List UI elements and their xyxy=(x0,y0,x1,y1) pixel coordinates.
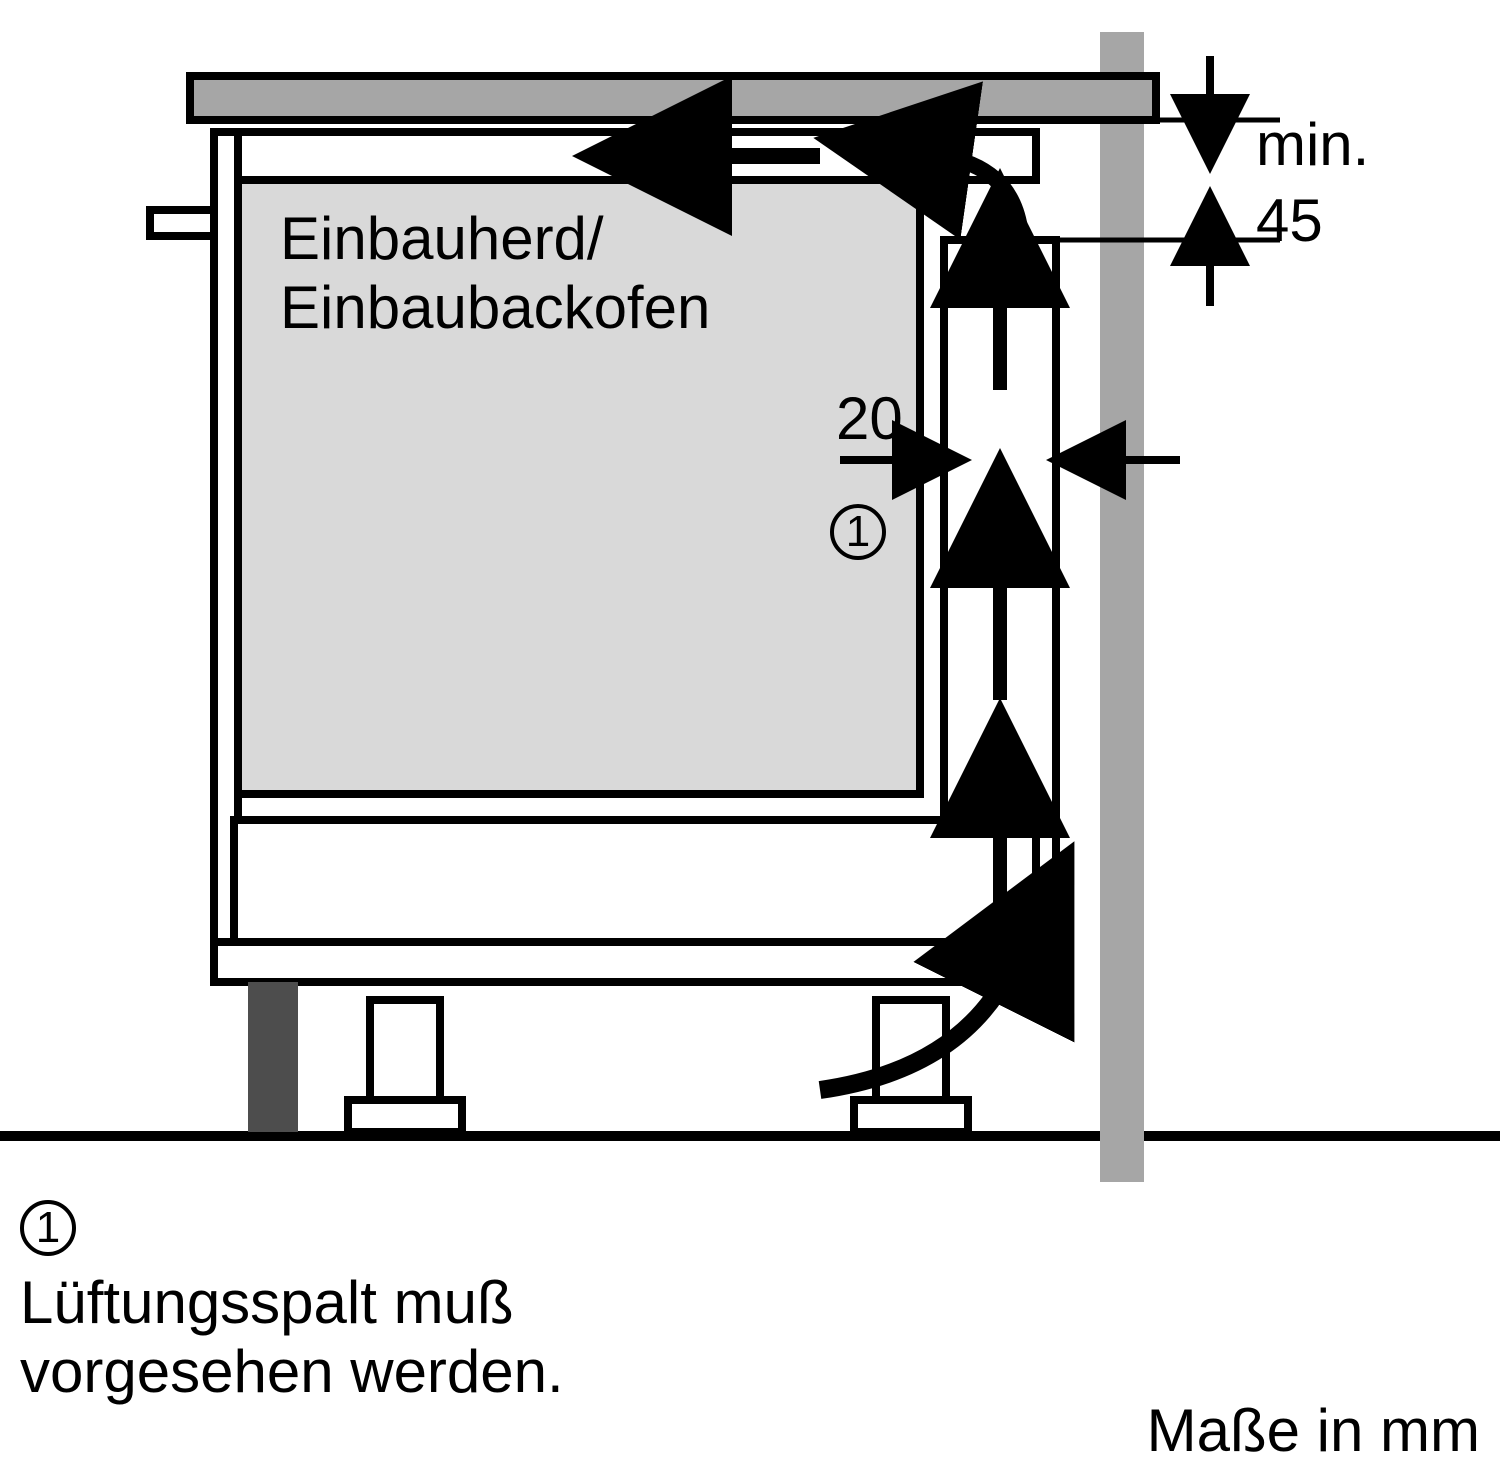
drawer xyxy=(234,820,1036,942)
label-oven: Einbauherd/ Einbaubackofen xyxy=(280,204,710,342)
label-oven-line2: Einbaubackofen xyxy=(280,274,710,341)
label-oven-line1: Einbauherd/ xyxy=(280,205,604,272)
cabinet-top-frame xyxy=(214,132,1036,180)
circle-number-icon: 1 xyxy=(830,504,886,560)
cabinet-support-left xyxy=(248,982,298,1132)
foot-left xyxy=(348,1000,462,1132)
footnote-text: Lüftungsspalt muß vorgesehen werden. xyxy=(20,1268,564,1406)
cooktop-knob xyxy=(150,210,214,236)
label-min: min. xyxy=(1256,110,1369,179)
label-45: 45 xyxy=(1256,186,1323,255)
wall xyxy=(1100,32,1144,1182)
diagram-container: Einbauherd/ Einbaubackofen min. 45 20 1 … xyxy=(0,0,1500,1481)
circle-number-icon: 1 xyxy=(20,1200,76,1256)
footnote: 1 xyxy=(20,1200,76,1256)
cooktop-slab xyxy=(190,76,1156,120)
label-20: 20 xyxy=(836,384,903,453)
reference-marker-1: 1 xyxy=(830,504,886,560)
units-label: Maße in mm xyxy=(1147,1396,1480,1465)
cabinet-base xyxy=(214,942,1070,982)
